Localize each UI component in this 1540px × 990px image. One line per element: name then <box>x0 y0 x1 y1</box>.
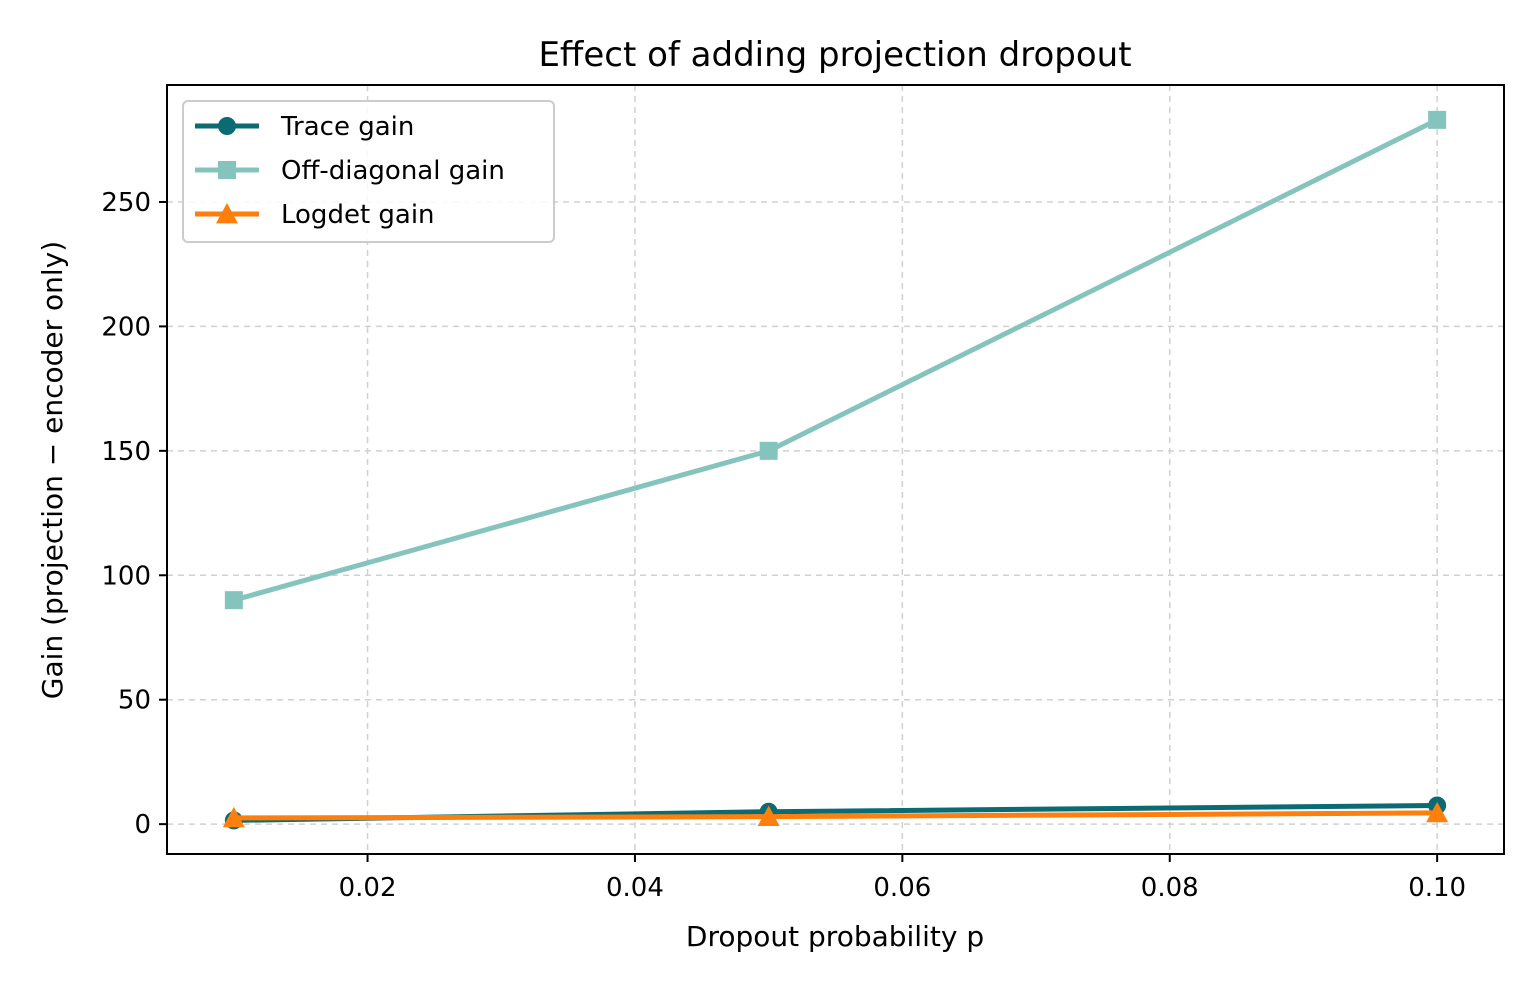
legend-swatch-marker <box>216 203 238 224</box>
legend-item: Trace gain <box>195 112 414 142</box>
y-axis-label: Gain (projection − encoder only) <box>36 241 69 699</box>
legend-item: Off-diagonal gain <box>195 156 505 186</box>
legend-label: Logdet gain <box>281 200 435 230</box>
legend: Trace gain Off-diagonal gain Logdet gain <box>182 100 555 243</box>
series-logdet-gain <box>222 801 1449 828</box>
legend-label: Trace gain <box>280 112 414 142</box>
legend-swatch-marker <box>218 161 236 179</box>
data-point <box>1428 110 1447 129</box>
chart-title: Effect of adding projection dropout <box>538 35 1131 75</box>
data-point <box>224 591 243 610</box>
y-tick-label: 200 <box>101 312 151 342</box>
data-point <box>759 441 778 460</box>
x-tick-label: 0.10 <box>1408 873 1466 903</box>
legend-box <box>182 100 555 243</box>
x-tick-label: 0.06 <box>873 873 931 903</box>
legend-swatch-marker <box>218 117 236 135</box>
series-layer <box>222 110 1449 830</box>
data-point <box>222 806 245 828</box>
series-line <box>233 810 1438 821</box>
y-tick-label: 100 <box>101 561 151 591</box>
x-tick-label: 0.02 <box>339 873 397 903</box>
data-point <box>757 805 780 827</box>
legend-label: Off-diagonal gain <box>281 156 505 186</box>
series-off-diagonal-gain <box>224 110 1447 610</box>
y-tick-label: 250 <box>101 188 151 218</box>
legend-item: Logdet gain <box>195 200 435 230</box>
x-tick-label: 0.08 <box>1141 873 1199 903</box>
y-tick-label: 0 <box>134 810 151 840</box>
y-tick-label: 150 <box>101 437 151 467</box>
data-point <box>1426 801 1449 823</box>
x-tick-label: 0.04 <box>606 873 664 903</box>
tick-layer: 0.02 0.04 0.06 0.08 0.10 0 50 100 150 200 250 <box>101 188 1466 903</box>
plot-frame <box>166 84 1505 855</box>
x-axis-label: Dropout probability p <box>686 920 984 953</box>
y-tick-label: 50 <box>118 686 151 716</box>
